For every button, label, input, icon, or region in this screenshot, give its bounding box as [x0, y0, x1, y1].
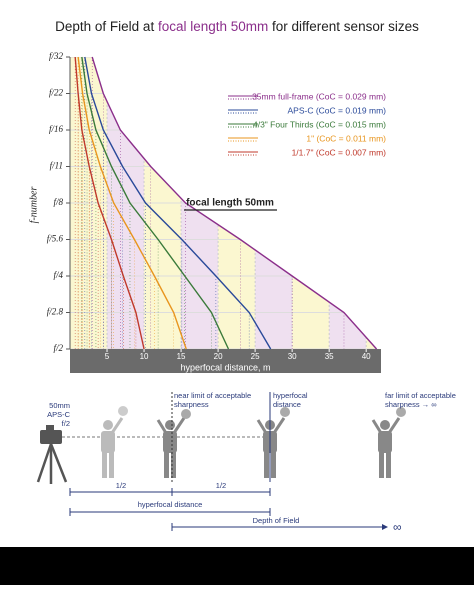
x-axis-label: hyperfocal distance, m [180, 362, 270, 372]
near-limit-label: sharpness [174, 400, 209, 409]
half-label: 1/2 [216, 481, 226, 490]
y-tick-label: f/2 [53, 343, 63, 353]
camera-label: APS-C [47, 410, 71, 419]
x-tick-label: 15 [177, 352, 186, 361]
x-tick-label: 10 [140, 352, 149, 361]
title-highlight: focal length 50mm [158, 19, 268, 34]
legend-label: 1/1.7" (CoC = 0.007 mm) [292, 147, 387, 157]
far-limit-label: sharpness → ∞ [385, 400, 437, 409]
title-part: Depth of Field at [55, 19, 158, 34]
chart-title: Depth of Field at focal length 50mm for … [55, 19, 419, 34]
hyperfocal-label: hyperfocal [273, 391, 308, 400]
camera [46, 425, 54, 431]
camera [40, 430, 62, 444]
plot: f/2 f/2.8 f/4 f/5.6 f/8 f/11 f/16 f/22 f/32 5 10 15… [47, 51, 386, 373]
far-limit-label: far limit of acceptable [385, 391, 456, 400]
camera-label: 50mm [49, 401, 70, 410]
tripod [49, 443, 68, 483]
footer-band [0, 547, 474, 585]
y-axis-label: f-number [28, 187, 39, 224]
infinity: ∞ [393, 520, 402, 534]
legend-label: 35mm full-frame (CoC = 0.029 mm) [252, 91, 386, 101]
y-tick-label: f/2.8 [47, 307, 64, 317]
x-tick-label: 5 [105, 352, 110, 361]
annotation: focal length 50mm [186, 198, 274, 209]
y-tick-label: f/16 [49, 124, 64, 134]
y-tick-label: f/4 [53, 270, 63, 280]
person [156, 409, 191, 478]
y-tick-label: f/5.6 [47, 234, 64, 244]
camera-label: f/2 [62, 419, 70, 428]
x-tick-label: 40 [362, 352, 371, 361]
legend-label: APS-C (CoC = 0.019 mm) [288, 105, 387, 115]
tripod [36, 443, 53, 483]
x-tick-label: 25 [251, 352, 260, 361]
y-tick-label: f/11 [50, 161, 63, 171]
title-part: for different sensor sizes [268, 19, 419, 34]
hyperfocal-label: distance [273, 400, 301, 409]
illustration: 50mm APS-C f/2 near limit of acceptable … [36, 391, 456, 534]
person [101, 406, 128, 478]
legend-label: 1" (CoC = 0.011 mm) [306, 133, 386, 143]
depth-of-field-label: Depth of Field [253, 516, 300, 525]
dof-arrowhead [382, 524, 388, 530]
hyperfocal-distance-label: hyperfocal distance [138, 500, 203, 509]
near-limit-label: near limit of acceptable [174, 391, 251, 400]
half-label: 1/2 [116, 481, 126, 490]
x-tick-label: 20 [214, 352, 223, 361]
y-tick-label: f/22 [49, 88, 64, 98]
person [371, 407, 406, 478]
y-tick-label: f/8 [53, 197, 63, 207]
legend-label: 4/3" Four Thirds (CoC = 0.015 mm) [253, 119, 386, 129]
x-tick-label: 35 [325, 352, 334, 361]
x-tick-label: 30 [288, 352, 297, 361]
x-axis-band [70, 349, 381, 373]
y-tick-label: f/32 [49, 51, 64, 61]
